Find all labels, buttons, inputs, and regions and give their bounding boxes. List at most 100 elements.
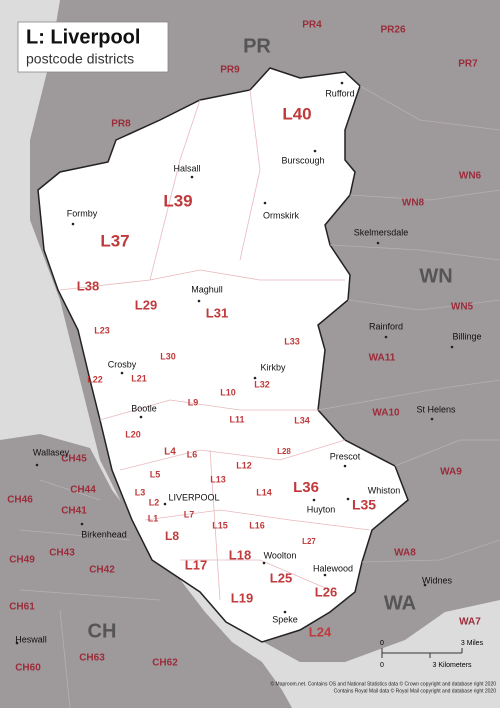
l-district: L25 (270, 570, 292, 585)
neighbor-district: WN6 (459, 171, 482, 182)
l-district: L32 (254, 379, 270, 389)
neighbor-district: PR9 (220, 65, 240, 76)
neighbor-district: CH46 (7, 495, 33, 506)
place-name: Halewood (313, 563, 353, 573)
place-dot (197, 299, 201, 303)
neighbor-district: PR4 (302, 20, 322, 31)
place-dot (263, 201, 267, 205)
place-name: Whiston (368, 485, 401, 495)
l-district: L35 (352, 497, 376, 513)
place-name: Wallasey (33, 447, 70, 457)
l-district: L6 (187, 449, 198, 459)
l-district: L29 (135, 297, 157, 312)
place-name: Billinge (452, 331, 481, 341)
place-name: Kirkby (260, 362, 286, 372)
l-district: L39 (163, 191, 192, 210)
neighbor-district: WA8 (394, 548, 416, 559)
place-name: Rainford (369, 321, 403, 331)
place-dot (343, 464, 347, 468)
l-district: L2 (149, 497, 160, 507)
l-district: L27 (302, 537, 316, 546)
place-name: Widnes (422, 575, 453, 585)
neighbor-district: WA10 (372, 408, 400, 419)
place-name: Maghull (191, 284, 223, 294)
l-district: L15 (212, 520, 228, 530)
place-name: Huyton (307, 504, 336, 514)
place-name: Birkenhead (81, 529, 127, 539)
l-district: L19 (231, 590, 253, 605)
map-subtitle: postcode districts (26, 51, 134, 67)
place-name: Ormskirk (263, 210, 299, 220)
place-dot (384, 335, 388, 339)
place-dot (80, 522, 84, 526)
l-district: L36 (293, 479, 319, 496)
l-district: L28 (277, 447, 291, 456)
place-dot (323, 573, 327, 577)
place-dot (190, 175, 194, 179)
neighbor-district: PR26 (380, 25, 405, 36)
neighbor-district: CH43 (49, 548, 75, 559)
neighbor-district: CH60 (15, 663, 41, 674)
place-dot (139, 415, 143, 419)
place-name: St Helens (416, 404, 456, 414)
title-box: L: Liverpool postcode districts (17, 21, 169, 73)
l-district: L5 (150, 469, 161, 479)
neighbor-district: CH45 (61, 454, 87, 465)
title-background (17, 21, 169, 73)
l-district: L22 (87, 374, 103, 384)
neighbor-district: CH62 (152, 658, 178, 669)
neighbor-district: WA7 (459, 617, 481, 628)
place-name: Woolton (264, 550, 297, 560)
scale-label: 0 (380, 640, 384, 647)
place-dot (283, 610, 287, 614)
place-dot (430, 417, 434, 421)
place-name: Skelmersdale (354, 227, 409, 237)
neighbor-district: PR8 (111, 119, 131, 130)
place-dot (120, 371, 124, 375)
l-postcode-area (37, 67, 409, 643)
neighbor-district: CH61 (9, 602, 35, 613)
l-district: L18 (229, 547, 251, 562)
l-district: L33 (284, 336, 300, 346)
area-label: PR (243, 35, 271, 57)
area-label: CH (88, 620, 117, 642)
l-district: L4 (164, 447, 176, 458)
scale-label: 3 Kilometers (433, 662, 472, 669)
land-wirral (0, 434, 292, 708)
district-boundaries (59, 89, 371, 601)
place-name: LIVERPOOL (168, 492, 219, 502)
l-district: L14 (256, 487, 272, 497)
neighbor-district: CH42 (89, 565, 115, 576)
neighbor-district: CH41 (61, 506, 87, 517)
place-name: Formby (67, 208, 98, 218)
place-name: Crosby (108, 359, 137, 369)
l-district: L1 (148, 513, 159, 523)
place-name: Halsall (173, 163, 200, 173)
place-dot (423, 583, 427, 587)
place-dot (313, 149, 317, 153)
neighbor-district: WN8 (402, 198, 425, 209)
neighbor-district: WA9 (440, 467, 462, 478)
l-district: L13 (210, 474, 226, 484)
place-dot (340, 81, 344, 85)
l-district: L10 (220, 387, 236, 397)
place-dot (262, 561, 266, 565)
place-name: Heswall (15, 634, 47, 644)
place-dot (376, 241, 380, 245)
credit: © Maproom.net. Contains OS and National … (270, 680, 496, 687)
l-district: L9 (188, 397, 199, 407)
place-dot (163, 502, 167, 506)
neighbor-district: CH63 (79, 653, 105, 664)
l-district: L8 (165, 529, 179, 543)
place-dot (71, 222, 75, 226)
l-district: L7 (184, 509, 195, 519)
place-dot (15, 641, 19, 645)
place-dot (253, 376, 257, 380)
l-district: L17 (185, 557, 207, 572)
place-dot (346, 497, 350, 501)
neighbor-district: PR7 (458, 59, 478, 70)
area-label: WA (384, 592, 416, 614)
area-label: WN (419, 265, 452, 287)
neighbor-district: WA11 (369, 353, 396, 364)
